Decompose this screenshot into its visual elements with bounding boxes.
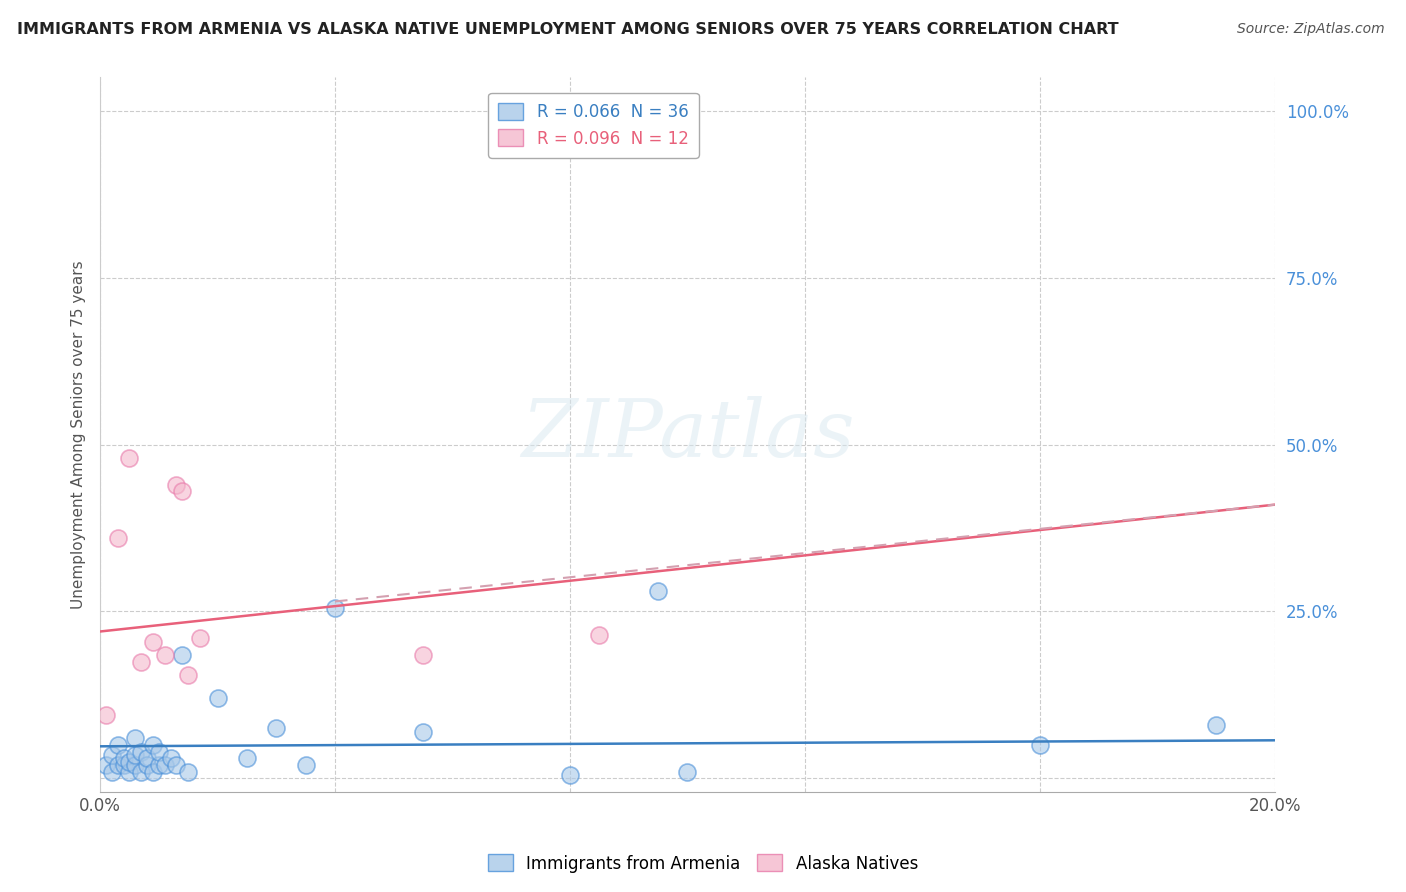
Point [676,764,699,779]
Point [588,628,610,642]
Point [153,758,176,772]
Point [107,531,129,545]
Point [142,738,165,752]
Point [188,631,211,645]
Point [177,764,200,779]
Point [1205,718,1227,732]
Point [94,707,117,722]
Y-axis label: Unemployment Among Seniors over 75 years: Unemployment Among Seniors over 75 years [72,260,86,609]
Text: ZIPatlas: ZIPatlas [520,396,855,474]
Point [207,691,229,706]
Point [118,764,141,779]
Point [647,584,669,599]
Point [136,751,159,765]
Point [412,648,434,662]
Point [124,758,146,772]
Point [148,758,170,772]
Point [166,758,188,772]
Point [148,745,170,759]
Point [177,668,200,682]
Point [294,758,316,772]
Point [1029,738,1052,752]
Point [172,648,194,662]
Text: Source: ZipAtlas.com: Source: ZipAtlas.com [1237,22,1385,37]
Text: IMMIGRANTS FROM ARMENIA VS ALASKA NATIVE UNEMPLOYMENT AMONG SENIORS OVER 75 YEAR: IMMIGRANTS FROM ARMENIA VS ALASKA NATIVE… [17,22,1119,37]
Point [112,751,135,765]
Point [101,747,124,762]
Point [129,745,152,759]
Point [166,477,188,491]
Point [101,764,124,779]
Legend: Immigrants from Armenia, Alaska Natives: Immigrants from Armenia, Alaska Natives [481,847,925,880]
Point [124,731,146,746]
Point [118,755,141,769]
Point [159,751,181,765]
Point [142,634,165,648]
Point [94,758,117,772]
Point [124,747,146,762]
Point [153,648,176,662]
Point [236,751,259,765]
Point [323,601,346,615]
Point [129,655,152,669]
Point [172,484,194,499]
Point [118,450,141,465]
Point [412,724,434,739]
Legend: R = 0.066  N = 36, R = 0.096  N = 12: R = 0.066 N = 36, R = 0.096 N = 12 [488,93,699,158]
Point [107,738,129,752]
Point [107,758,129,772]
Point [142,764,165,779]
Point [266,721,288,735]
Point [136,758,159,772]
Point [558,768,581,782]
Point [112,758,135,772]
Point [129,764,152,779]
